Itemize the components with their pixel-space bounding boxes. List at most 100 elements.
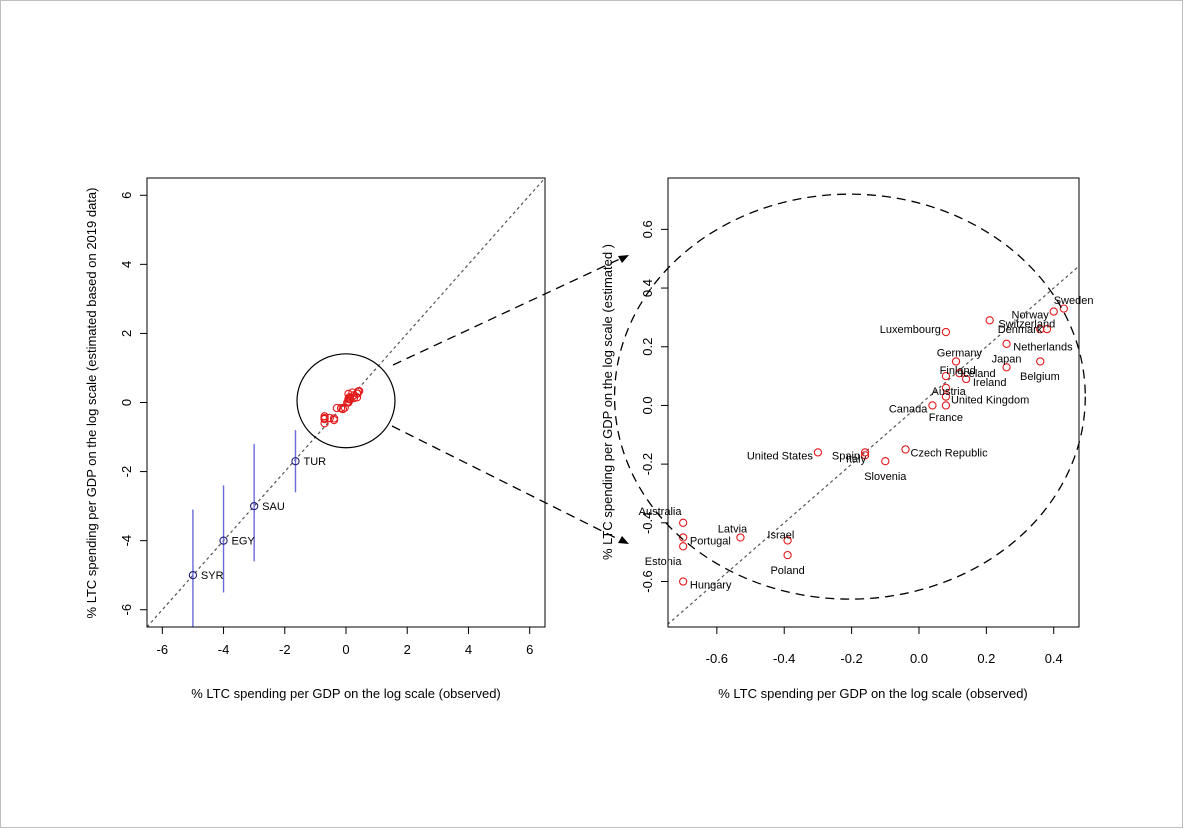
x-tick-label: 0 [342, 642, 349, 657]
y-tick-label: -0.6 [640, 570, 655, 592]
point-label-portugal: Portugal [690, 535, 731, 547]
point-label-tur: TUR [303, 456, 326, 468]
point-ireland [961, 374, 971, 384]
x-tick-label: -0.4 [773, 651, 795, 666]
point-label-sau: SAU [262, 501, 285, 513]
point-label-italy: Italy [846, 453, 867, 465]
point-italy [860, 451, 870, 460]
point-label-luxembourg: Luxembourg [880, 324, 941, 336]
y-tick-label: -4 [119, 535, 134, 547]
left-y-axis: -6 -4 -2 0 2 4 6 [119, 192, 147, 616]
cluster-point [320, 419, 329, 428]
point-tur [291, 457, 300, 466]
x-tick-label: 0.2 [977, 651, 995, 666]
point-iceland [951, 357, 961, 366]
left-y-axis-label: % LTC spending per GDP on the log scale … [84, 188, 99, 619]
left-point-labels: TUR SAU EGY SYR [201, 456, 326, 582]
point-label-finland: Finland [940, 365, 976, 377]
right-plot-area [668, 265, 1079, 625]
cluster-point [344, 389, 353, 399]
right-x-axis-label: % LTC spending per GDP on the log scale … [718, 686, 1028, 701]
left-panel: -6 -4 -2 0 2 4 6 -6 -4 -2 0 2 4 6 TUR SAU EGY SYR % LTC… [84, 177, 546, 701]
x-tick-label: -6 [157, 642, 169, 657]
point-egy [219, 536, 228, 545]
point-israel [783, 536, 792, 545]
x-tick-label: 4 [465, 642, 472, 657]
point-label-netherlands: Netherlands [1013, 342, 1073, 354]
point-sau [250, 501, 259, 511]
y-tick-label: -2 [119, 466, 134, 478]
point-label-spain: Spain [832, 450, 860, 462]
point-label-israel: Israel [767, 530, 794, 542]
point-netherlands [1042, 324, 1052, 334]
point-hungary [679, 577, 688, 586]
point-portugal [679, 533, 688, 542]
point-label-czech-republic: Czech Republic [911, 447, 989, 459]
point-austria [941, 383, 951, 392]
cluster-point [329, 414, 339, 423]
point-label-australia: Australia [639, 506, 683, 518]
point-label-united-states: United States [747, 450, 814, 462]
connector-lower-arrowhead [618, 536, 629, 544]
y-tick-label: 0.6 [640, 220, 655, 238]
right-points [679, 304, 1068, 586]
y-tick-label: 6 [119, 192, 134, 199]
cluster-point [325, 413, 334, 423]
point-canada [928, 401, 937, 410]
point-label-switzerland: Switzerland [998, 318, 1055, 330]
point-spain [860, 448, 870, 457]
left-labeled-points [188, 457, 300, 580]
point-belgium [1036, 357, 1045, 366]
point-finland [941, 371, 951, 381]
point-france [941, 401, 951, 410]
point-label-ireland: Ireland [973, 377, 1007, 389]
y-tick-label: 4 [119, 261, 134, 268]
cluster-point [338, 404, 348, 414]
right-point-labels: Australia Portugal Estonia Hungary Latvia Isr… [639, 295, 1094, 592]
point-unlabeled [1002, 363, 1011, 372]
point-united-states [813, 448, 823, 457]
right-zoom-ellipse [613, 193, 1086, 600]
point-label-latvia: Latvia [718, 524, 748, 536]
point-label-united-kingdom: United Kingdom [951, 395, 1029, 407]
point-australia [679, 518, 688, 527]
cluster-point [320, 414, 329, 424]
x-tick-label: 0.4 [1045, 651, 1063, 666]
point-poland [783, 550, 792, 560]
point-label-hungary: Hungary [690, 579, 732, 591]
right-y-axis: -0.6 -0.4 -0.2 0.0 0.2 0.4 0.6 [640, 220, 668, 593]
y-tick-label: -6 [119, 604, 134, 616]
point-label-egy: EGY [232, 536, 256, 548]
point-switzerland [985, 316, 994, 325]
right-plot-frame [667, 177, 1080, 628]
point-norway [1049, 307, 1058, 316]
left-x-axis-label: % LTC spending per GDP on the log scale … [191, 686, 501, 701]
point-latvia [736, 533, 745, 542]
x-tick-label: 0.0 [910, 651, 928, 666]
point-estonia [679, 542, 688, 551]
left-intervals [192, 430, 297, 627]
zoom-connectors [391, 255, 629, 544]
x-tick-label: 2 [404, 642, 411, 657]
y-tick-label: -0.4 [640, 512, 655, 534]
point-label-belgium: Belgium [1020, 371, 1060, 383]
y-tick-label: 2 [119, 330, 134, 337]
point-syr [188, 571, 198, 580]
point-label-slovenia: Slovenia [864, 471, 907, 483]
y-tick-label: 0.2 [640, 338, 655, 356]
point-czech-republic [901, 445, 910, 454]
x-tick-label: -2 [279, 642, 291, 657]
right-y-axis-label: % LTC spending per GDP on the log scale … [600, 244, 615, 560]
x-tick-label: -4 [218, 642, 230, 657]
point-united-kingdom [941, 392, 951, 401]
point-label-france: France [929, 412, 963, 424]
point-slovenia [881, 457, 890, 466]
x-tick-label: -0.6 [706, 651, 728, 666]
cluster-point [332, 403, 341, 413]
point-label-germany: Germany [937, 348, 983, 360]
point-label-denmark: Denmark [998, 324, 1043, 336]
y-tick-label: -0.2 [640, 453, 655, 475]
connector-lower [391, 425, 625, 543]
